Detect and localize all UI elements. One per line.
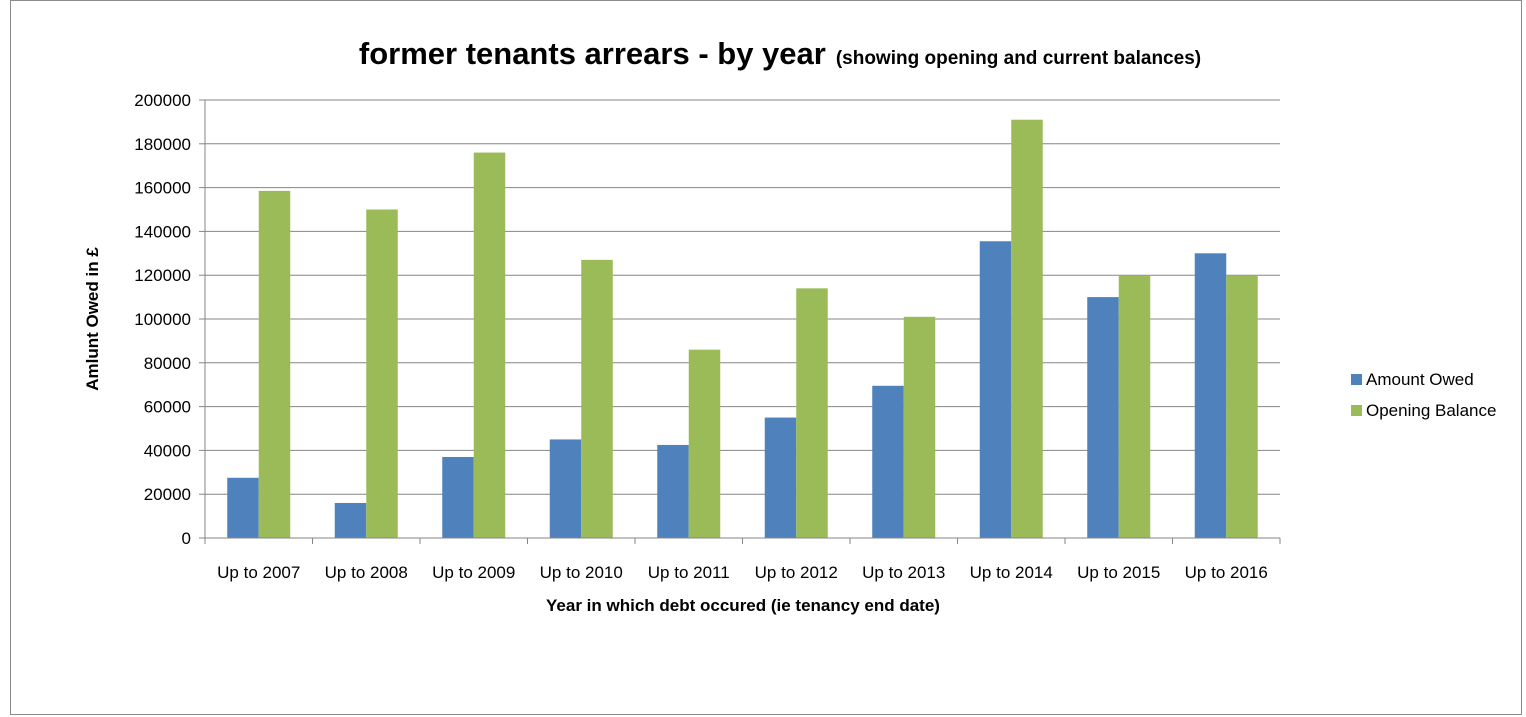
legend-swatch-amount-owed bbox=[1351, 374, 1362, 385]
bar-amount-owed bbox=[764, 417, 797, 538]
bar-opening-balance bbox=[688, 349, 721, 538]
x-tick-label: Up to 2010 bbox=[540, 563, 623, 582]
bar-opening-balance bbox=[366, 209, 398, 538]
axes: 0 20000 40000 60000 80000 100000 120000 140000 1… bbox=[134, 91, 1281, 582]
x-tick-label: Up to 2012 bbox=[755, 563, 838, 582]
bar-opening-balance bbox=[1118, 275, 1151, 538]
bar-amount-owed bbox=[549, 439, 582, 538]
y-tick-label: 40000 bbox=[144, 441, 191, 460]
legend-swatch-opening-balance bbox=[1351, 405, 1362, 416]
bar-amount-owed bbox=[979, 241, 1012, 538]
bar-amount-owed bbox=[1087, 297, 1119, 538]
legend: Amount Owed Opening Balance bbox=[1351, 370, 1496, 420]
x-tick-label: Up to 2011 bbox=[648, 563, 730, 582]
x-tick-label: Up to 2008 bbox=[325, 563, 408, 582]
bar-opening-balance bbox=[903, 316, 936, 538]
x-tick-label: Up to 2015 bbox=[1077, 563, 1160, 582]
y-tick-label: 80000 bbox=[144, 354, 191, 373]
y-tick-label: 0 bbox=[182, 529, 191, 548]
bar-opening-balance bbox=[258, 190, 291, 538]
chart-title-main: former tenants arrears - by year bbox=[359, 36, 826, 71]
y-tick-label: 200000 bbox=[134, 91, 191, 110]
y-axis-title: Amlunt Owed in £ bbox=[83, 247, 102, 391]
x-tick-label: Up to 2007 bbox=[217, 563, 300, 582]
y-tick-label: 140000 bbox=[134, 222, 191, 241]
bar-amount-owed bbox=[1194, 253, 1227, 539]
bar-opening-balance bbox=[473, 152, 506, 538]
chart-subtitle: (showing opening and current balances) bbox=[836, 48, 1201, 69]
y-tick-label: 60000 bbox=[144, 398, 191, 417]
y-tick-label: 20000 bbox=[144, 485, 191, 504]
legend-label-opening-balance: Opening Balance bbox=[1366, 401, 1496, 420]
bar-amount-owed bbox=[227, 477, 259, 538]
bar-amount-owed bbox=[334, 502, 367, 538]
y-tick-label: 100000 bbox=[134, 310, 191, 329]
y-tick-label: 120000 bbox=[134, 266, 191, 285]
x-tick-label: Up to 2009 bbox=[432, 563, 515, 582]
bar-amount-owed bbox=[872, 385, 904, 538]
x-tick-label: Up to 2013 bbox=[862, 563, 945, 582]
legend-label-amount-owed: Amount Owed bbox=[1366, 370, 1474, 389]
y-tick-label: 160000 bbox=[134, 179, 191, 198]
y-tick-label: 180000 bbox=[134, 135, 191, 154]
bar-amount-owed bbox=[657, 444, 689, 538]
bar-opening-balance bbox=[1011, 119, 1043, 539]
x-tick-label: Up to 2014 bbox=[970, 563, 1053, 582]
x-tick-label: Up to 2016 bbox=[1185, 563, 1268, 582]
bars bbox=[227, 119, 1258, 539]
bar-opening-balance bbox=[796, 288, 828, 538]
bar-amount-owed bbox=[442, 456, 474, 538]
bar-opening-balance bbox=[1226, 275, 1258, 538]
chart-title: former tenants arrears - by year (showing… bbox=[359, 36, 1201, 71]
x-axis-title: Year in which debt occured (ie tenancy e… bbox=[546, 596, 940, 615]
bar-opening-balance bbox=[581, 259, 613, 538]
